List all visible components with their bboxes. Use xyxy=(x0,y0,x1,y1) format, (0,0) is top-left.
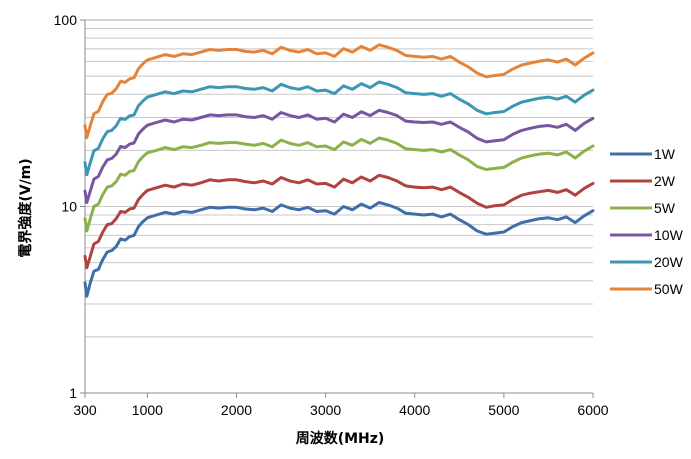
y-tick-label: 10 xyxy=(61,199,77,215)
legend-label-10W: 10W xyxy=(654,227,684,243)
y-tick-label: 1 xyxy=(69,385,77,401)
x-axis-tick-labels: 300 1000 2000 3000 4000 5000 6000 xyxy=(73,402,608,418)
series-line-2W xyxy=(83,173,595,270)
y-axis-tick-labels: 1 10 100 xyxy=(54,12,78,401)
series-line-1W xyxy=(83,201,595,298)
x-tick-label: 4000 xyxy=(399,402,430,418)
legend-label-50W: 50W xyxy=(654,281,684,297)
x-tick-label: 1000 xyxy=(132,402,163,418)
series-line-10W xyxy=(83,108,595,204)
legend-label-20W: 20W xyxy=(654,254,684,270)
x-tick-label: 5000 xyxy=(488,402,519,418)
legend: 1W 2W 5W 10W 20W 50W xyxy=(610,146,684,297)
series-line-50W xyxy=(83,43,595,140)
series-line-5W xyxy=(83,136,595,233)
series-lines xyxy=(83,43,595,298)
x-tick-label: 2000 xyxy=(221,402,252,418)
x-tick-label: 3000 xyxy=(310,402,341,418)
y-axis-title: 電界強度(V/m) xyxy=(17,158,34,257)
axes xyxy=(80,19,594,398)
x-tick-label: 6000 xyxy=(577,402,608,418)
x-tick-label: 300 xyxy=(73,402,97,418)
legend-label-5W: 5W xyxy=(654,200,676,216)
series-line-20W xyxy=(83,80,595,177)
legend-label-2W: 2W xyxy=(654,173,676,189)
horizontal-gridlines xyxy=(85,19,593,338)
x-axis-title: 周波数(MHz) xyxy=(296,430,385,447)
y-tick-label: 100 xyxy=(54,12,78,28)
legend-label-1W: 1W xyxy=(654,146,676,162)
